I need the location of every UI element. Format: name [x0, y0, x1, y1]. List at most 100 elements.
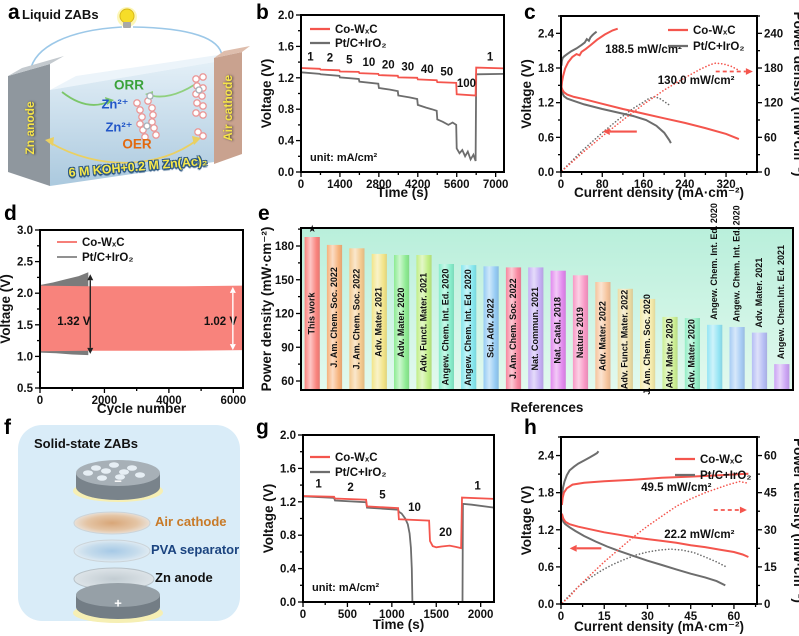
svg-text:60: 60 — [764, 451, 777, 463]
svg-text:0: 0 — [298, 179, 304, 191]
svg-text:2.0: 2.0 — [278, 10, 294, 22]
series-CoWxC-power — [561, 62, 740, 172]
y2-axis-label: Power density (mW·cm⁻²) — [791, 438, 799, 603]
series-Pt/C+IrO2 — [300, 71, 505, 162]
x-axis-label: Time (s) — [377, 185, 429, 200]
liquid-zab-scene — [8, 7, 250, 186]
svg-text:60: 60 — [281, 376, 294, 388]
svg-text:0.6: 0.6 — [538, 132, 554, 144]
svg-text:45: 45 — [684, 611, 697, 623]
svg-text:240: 240 — [675, 179, 694, 191]
zn-anode-label: Zn anode — [23, 101, 37, 155]
bar-18 — [707, 324, 723, 391]
annotation: 130.0 mW/cm² — [658, 75, 735, 87]
series-PtC-IrO2-charge — [560, 450, 600, 496]
chart-panel-b: 0 1400 2800 4200 5600 7000 0.0 0.4 0.8 1.2 1.6 2.0 T… — [259, 10, 508, 200]
bar-4 — [394, 255, 410, 390]
bottom-cap — [76, 583, 160, 607]
svg-text:0.0: 0.0 — [278, 167, 294, 179]
bar-label-0: This work — [307, 292, 317, 335]
series-CoWxC-power — [561, 480, 750, 604]
bar-label-13: Adv. Mater. 2022 — [597, 301, 607, 371]
svg-text:0: 0 — [764, 599, 770, 611]
bar-label-15: J. Am. Chem. Soc. 2020 — [642, 294, 652, 395]
svg-text:0.4: 0.4 — [278, 136, 295, 148]
legend-label: Pt/C+IrO₂ — [335, 467, 386, 479]
wire-right — [132, 26, 223, 57]
bar-8 — [483, 266, 499, 390]
svg-text:2.4: 2.4 — [538, 28, 555, 40]
series-Pt/C+IrO2 — [302, 495, 495, 603]
svg-text:1500: 1500 — [423, 609, 449, 621]
chart-panel-e: This work J. Am. Chem. Soc. 2022 J. Am. Ch… — [259, 203, 794, 415]
series-CoWxC-charge — [560, 27, 619, 88]
current-step-label: 5 — [346, 55, 353, 67]
bar-9 — [505, 267, 522, 390]
current-step-label: 1 — [487, 52, 494, 64]
current-step-label: 20 — [439, 527, 452, 539]
panel-e-power-density-comparison: This work J. Am. Chem. Soc. 2022 J. Am. Ch… — [255, 200, 799, 415]
svg-text:320: 320 — [716, 179, 735, 191]
svg-text:2.0: 2.0 — [280, 430, 296, 442]
svg-text:4200: 4200 — [405, 179, 431, 191]
svg-text:2800: 2800 — [366, 179, 392, 191]
legend: Co-WₓC Pt/C+IrO₂ — [310, 24, 386, 50]
bar-label-14: Adv. Funct. Mater. 2022 — [620, 290, 630, 389]
unit-note: unit: mA/cm² — [312, 582, 380, 594]
x-axis-label: Time (s) — [373, 617, 425, 632]
legend-label: Pt/C+IrO₂ — [700, 470, 751, 482]
bar-19 — [729, 327, 745, 390]
water-bubbles — [143, 86, 203, 130]
current-step-label: 50 — [440, 66, 453, 78]
svg-text:120: 120 — [275, 309, 294, 321]
orr-label: ORR — [114, 77, 144, 93]
svg-text:1000: 1000 — [379, 609, 405, 621]
legend-label: Pt/C+IrO₂ — [82, 252, 133, 264]
bar-label-3: Adv. Mater. 2021 — [374, 287, 384, 357]
panel-a-liquid-zab-schematic: Liquid ZABs Zn anode Air cathode ORR Zn²… — [0, 0, 252, 200]
svg-text:1.8: 1.8 — [538, 63, 555, 75]
svg-text:5600: 5600 — [444, 179, 470, 191]
panel-a-title: Liquid ZABs — [22, 7, 99, 22]
bar-5 — [416, 255, 432, 390]
svg-text:240: 240 — [764, 28, 783, 40]
svg-text:180: 180 — [275, 241, 294, 253]
bar-label-12: Nature 2019 — [575, 307, 585, 358]
bar-label-5: Adv. Funct. Mater. 2021 — [418, 273, 428, 372]
bar-7 — [461, 265, 477, 390]
bar-label-1: J. Am. Chem. Soc. 2022 — [329, 267, 339, 368]
svg-text:0: 0 — [300, 609, 306, 621]
bar-label-8: Sci. Adv. 2022 — [485, 298, 495, 358]
svg-text:1.6: 1.6 — [280, 463, 296, 475]
bar-label-20: Adv. Mater. 2021 — [754, 258, 764, 328]
series-PtC-IrO2-power — [561, 548, 727, 604]
bar-3 — [371, 253, 387, 390]
current-step-label: 5 — [379, 489, 386, 501]
legend-label: Co-WₓC — [335, 24, 378, 36]
panel-f-title: Solid-state ZABs — [34, 436, 139, 451]
svg-text:15: 15 — [764, 562, 777, 574]
legend-label: Co-WₓC — [82, 237, 125, 249]
air-cathode-layer-label: Air cathode — [155, 514, 227, 529]
svg-text:60: 60 — [728, 611, 741, 623]
current-step-label: 10 — [408, 502, 421, 514]
svg-text:90: 90 — [281, 342, 294, 354]
bar-0 — [304, 237, 320, 390]
svg-text:120: 120 — [764, 98, 783, 110]
axes-frame — [560, 15, 758, 173]
current-step-label: 1 — [307, 52, 314, 64]
svg-text:1.2: 1.2 — [538, 525, 554, 537]
svg-text:160: 160 — [634, 179, 653, 191]
legend-label: Pt/C+IrO₂ — [335, 38, 386, 50]
bar-16 — [662, 316, 678, 390]
panel-letter-d: d — [4, 202, 17, 225]
svg-text:2.5: 2.5 — [17, 257, 34, 269]
panel-g-rate-test-solid: 0 500 1000 1500 2000 0.0 0.4 0.8 1.2 1.6 2.0 Time (… — [255, 415, 520, 636]
annotation: 49.5 mW/cm² — [641, 482, 711, 494]
panel-letter-h: h — [524, 416, 537, 439]
chart-panel-h: 0 15 30 45 600.00.61.21.82.4015304560Current… — [519, 436, 799, 634]
annotation: 22.2 mW/cm² — [664, 529, 734, 541]
svg-text:30: 30 — [641, 611, 654, 623]
current-step-label: 100 — [457, 78, 476, 90]
svg-text:0.4: 0.4 — [280, 564, 297, 576]
